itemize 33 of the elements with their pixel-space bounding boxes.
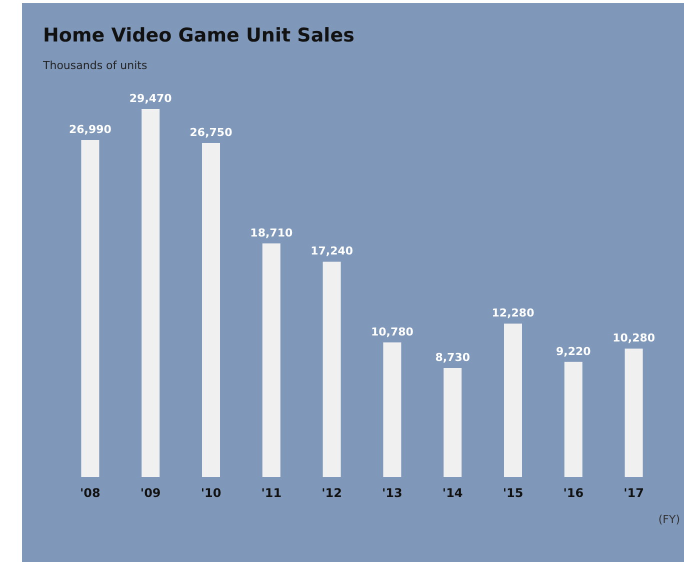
x-tick-label: '10 bbox=[200, 486, 222, 500]
x-tick-label: '16 bbox=[563, 486, 584, 500]
data-label: 29,470 bbox=[129, 92, 172, 105]
bar bbox=[624, 348, 643, 477]
bar bbox=[322, 262, 341, 477]
data-label: 10,780 bbox=[370, 325, 414, 338]
bar bbox=[81, 140, 100, 477]
data-label: 18,710 bbox=[250, 226, 293, 240]
x-tick-label: '14 bbox=[442, 486, 463, 500]
x-tick-label: '15 bbox=[502, 486, 524, 500]
data-label: 10,280 bbox=[612, 332, 656, 345]
bar bbox=[142, 109, 160, 477]
data-label: 9,220 bbox=[556, 344, 592, 358]
x-tick-label: '11 bbox=[261, 486, 282, 500]
bar bbox=[202, 142, 220, 477]
x-tick-label: '08 bbox=[80, 486, 100, 500]
x-tick-label: '17 bbox=[624, 486, 644, 500]
bar bbox=[564, 362, 582, 477]
text: (FY) bbox=[658, 513, 680, 526]
x-tick-label: '13 bbox=[382, 486, 402, 500]
bar bbox=[383, 342, 402, 477]
data-label: 26,990 bbox=[68, 122, 112, 136]
bar bbox=[444, 368, 462, 477]
data-label: 12,280 bbox=[492, 306, 535, 320]
bar bbox=[262, 243, 280, 477]
chart-subtitle: Thousands of units bbox=[42, 59, 148, 72]
x-tick-label: '12 bbox=[322, 486, 342, 500]
chart-title: Home Video Game Unit Sales bbox=[43, 24, 354, 46]
x-tick-label: '09 bbox=[140, 486, 161, 500]
data-label: 17,240 bbox=[310, 244, 354, 258]
bar bbox=[504, 324, 522, 477]
data-label: 26,750 bbox=[190, 126, 233, 139]
data-label: 8,730 bbox=[435, 350, 470, 364]
